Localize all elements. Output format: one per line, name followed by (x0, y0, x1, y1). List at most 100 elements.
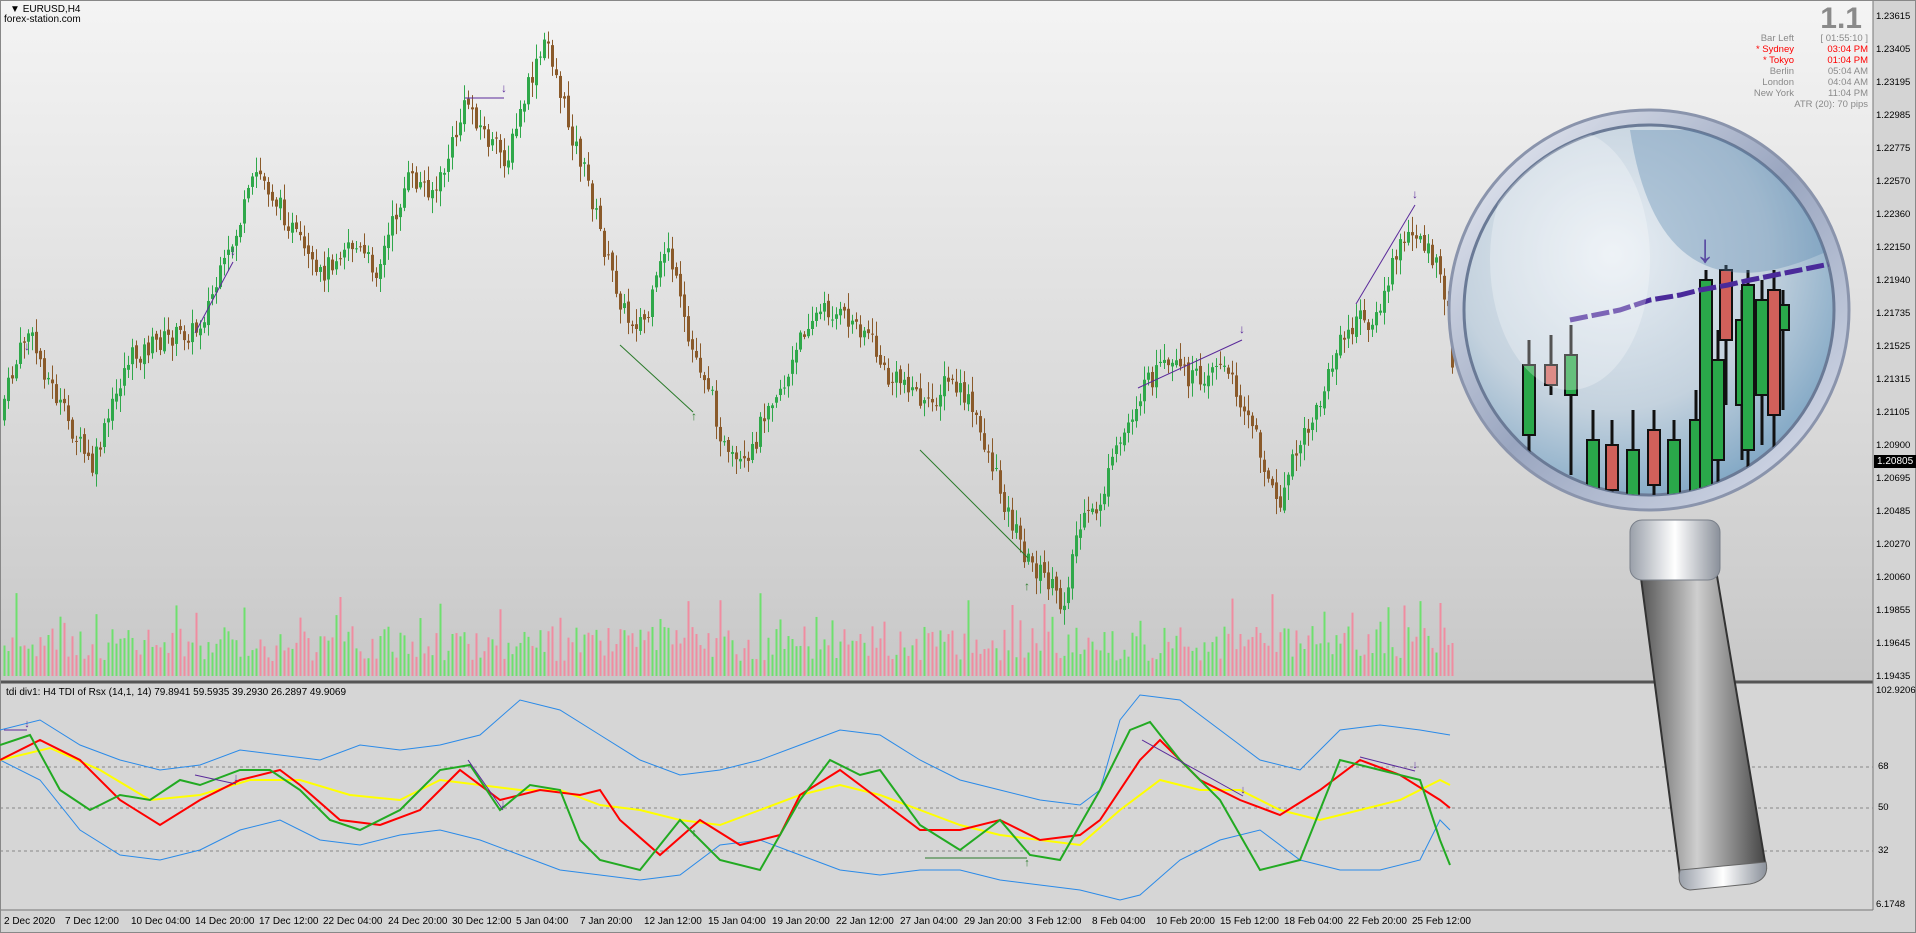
indicator-divergence-line (1359, 756, 1416, 772)
candle-body (1335, 353, 1338, 370)
price-axis-label: 1.20485 (1876, 506, 1911, 517)
candle-body (1087, 509, 1090, 511)
indicator-divergence-lines: ↓ ↓ ↓ ↓ ↓ ↑ ↑ (4, 718, 1418, 869)
candle-body (1247, 410, 1250, 416)
clock-row: London 04:04 AM (1732, 77, 1868, 88)
candle-body (387, 234, 390, 249)
candle-body (235, 235, 238, 246)
candle-body (727, 439, 730, 452)
candle-body (483, 126, 486, 130)
candle-body (1019, 525, 1022, 540)
date-axis-label: 7 Jan 20:00 (580, 916, 633, 927)
candle-body (175, 326, 178, 344)
candle-body (27, 333, 30, 342)
tdi-price-line (0, 738, 1451, 857)
clock-row: * Tokyo 01:04 PM (1732, 55, 1868, 66)
candle-body (343, 249, 346, 258)
candle-body (19, 342, 22, 364)
candle-body (643, 314, 646, 320)
price-axis-label: 1.20270 (1876, 539, 1911, 550)
candle-body (1283, 487, 1286, 511)
candle-body (915, 387, 918, 390)
price-axis-label: 1.19435 (1876, 671, 1911, 682)
candle-body (999, 470, 1002, 494)
candle-body (163, 331, 166, 352)
candle-body (31, 332, 34, 336)
candle-body (803, 334, 806, 337)
candle-body (879, 354, 882, 365)
symbol-title[interactable]: ▼ EURUSD,H4 (10, 4, 80, 15)
candle-body (383, 245, 386, 265)
candle-body (403, 188, 406, 208)
candle-body (287, 226, 290, 231)
candle-body (1443, 275, 1446, 300)
candle-body (1115, 445, 1118, 455)
candle-body (1047, 572, 1050, 590)
indicator-divergence-line (194, 774, 237, 785)
candle-body (1143, 379, 1146, 402)
candlesticks[interactable] (3, 31, 1454, 625)
candle-body (1151, 371, 1154, 388)
candle-body (455, 134, 458, 138)
candle-body (1255, 425, 1258, 430)
price-axis-label: 1.23615 (1876, 11, 1911, 22)
candle-body (631, 324, 634, 327)
candle-body (1263, 459, 1266, 472)
arrow-up-icon: ↑ (691, 827, 697, 839)
candle-body (807, 328, 810, 337)
candle-body (431, 190, 434, 199)
tdi-rsx-line (0, 720, 1451, 872)
candle-body (267, 181, 270, 195)
candle-body (1351, 327, 1354, 335)
candle-body (491, 139, 494, 146)
arrow-down-icon: ↓ (1412, 187, 1418, 201)
candle-body (1155, 365, 1158, 388)
candle-body (75, 440, 78, 442)
candle-body (471, 107, 474, 110)
candle-body (971, 391, 974, 413)
candle-body (399, 207, 402, 218)
candle-body (187, 340, 190, 343)
candle-body (1439, 256, 1442, 275)
candle-body (1287, 474, 1290, 486)
price-axis-label: 1.22150 (1876, 242, 1911, 253)
candle-body (71, 419, 74, 439)
date-axis-label: 22 Jan 12:00 (836, 916, 894, 927)
candle-body (699, 357, 702, 373)
candle-body (759, 416, 762, 447)
candle-body (151, 336, 154, 354)
candle-body (1243, 406, 1246, 412)
candle-body (1127, 422, 1130, 434)
candle-body (355, 248, 358, 250)
candle-body (191, 323, 194, 343)
clock-row: * Sydney 03:04 PM (1732, 44, 1868, 55)
candle-body (775, 397, 778, 403)
candle-body (947, 377, 950, 382)
clock-name: * Tokyo (1763, 55, 1794, 66)
candle-body (1023, 541, 1026, 563)
candle-body (599, 205, 602, 230)
candle-body (751, 443, 754, 460)
date-axis-label: 19 Jan 20:00 (772, 916, 830, 927)
tdi-upper-band (0, 694, 1451, 806)
candle-body (1367, 322, 1370, 331)
candle-body (871, 333, 874, 335)
candle-body (263, 176, 266, 181)
candle-body (1199, 365, 1202, 385)
candle-body (1091, 508, 1094, 513)
atr-label: ATR (20): 70 pips (1794, 99, 1868, 110)
candle-body (507, 160, 510, 168)
candle-body (1291, 454, 1294, 477)
candle-body (435, 189, 438, 191)
triangle-down-icon[interactable]: ▼ (10, 4, 20, 15)
candle-body (1063, 605, 1066, 611)
magnified-candle-body (1699, 279, 1713, 495)
candle-body (1407, 231, 1410, 243)
candle-body (239, 224, 242, 238)
price-axis-label: 1.22360 (1876, 209, 1911, 220)
candle-body (107, 418, 110, 423)
candle-body (851, 320, 854, 325)
candle-body (679, 273, 682, 297)
